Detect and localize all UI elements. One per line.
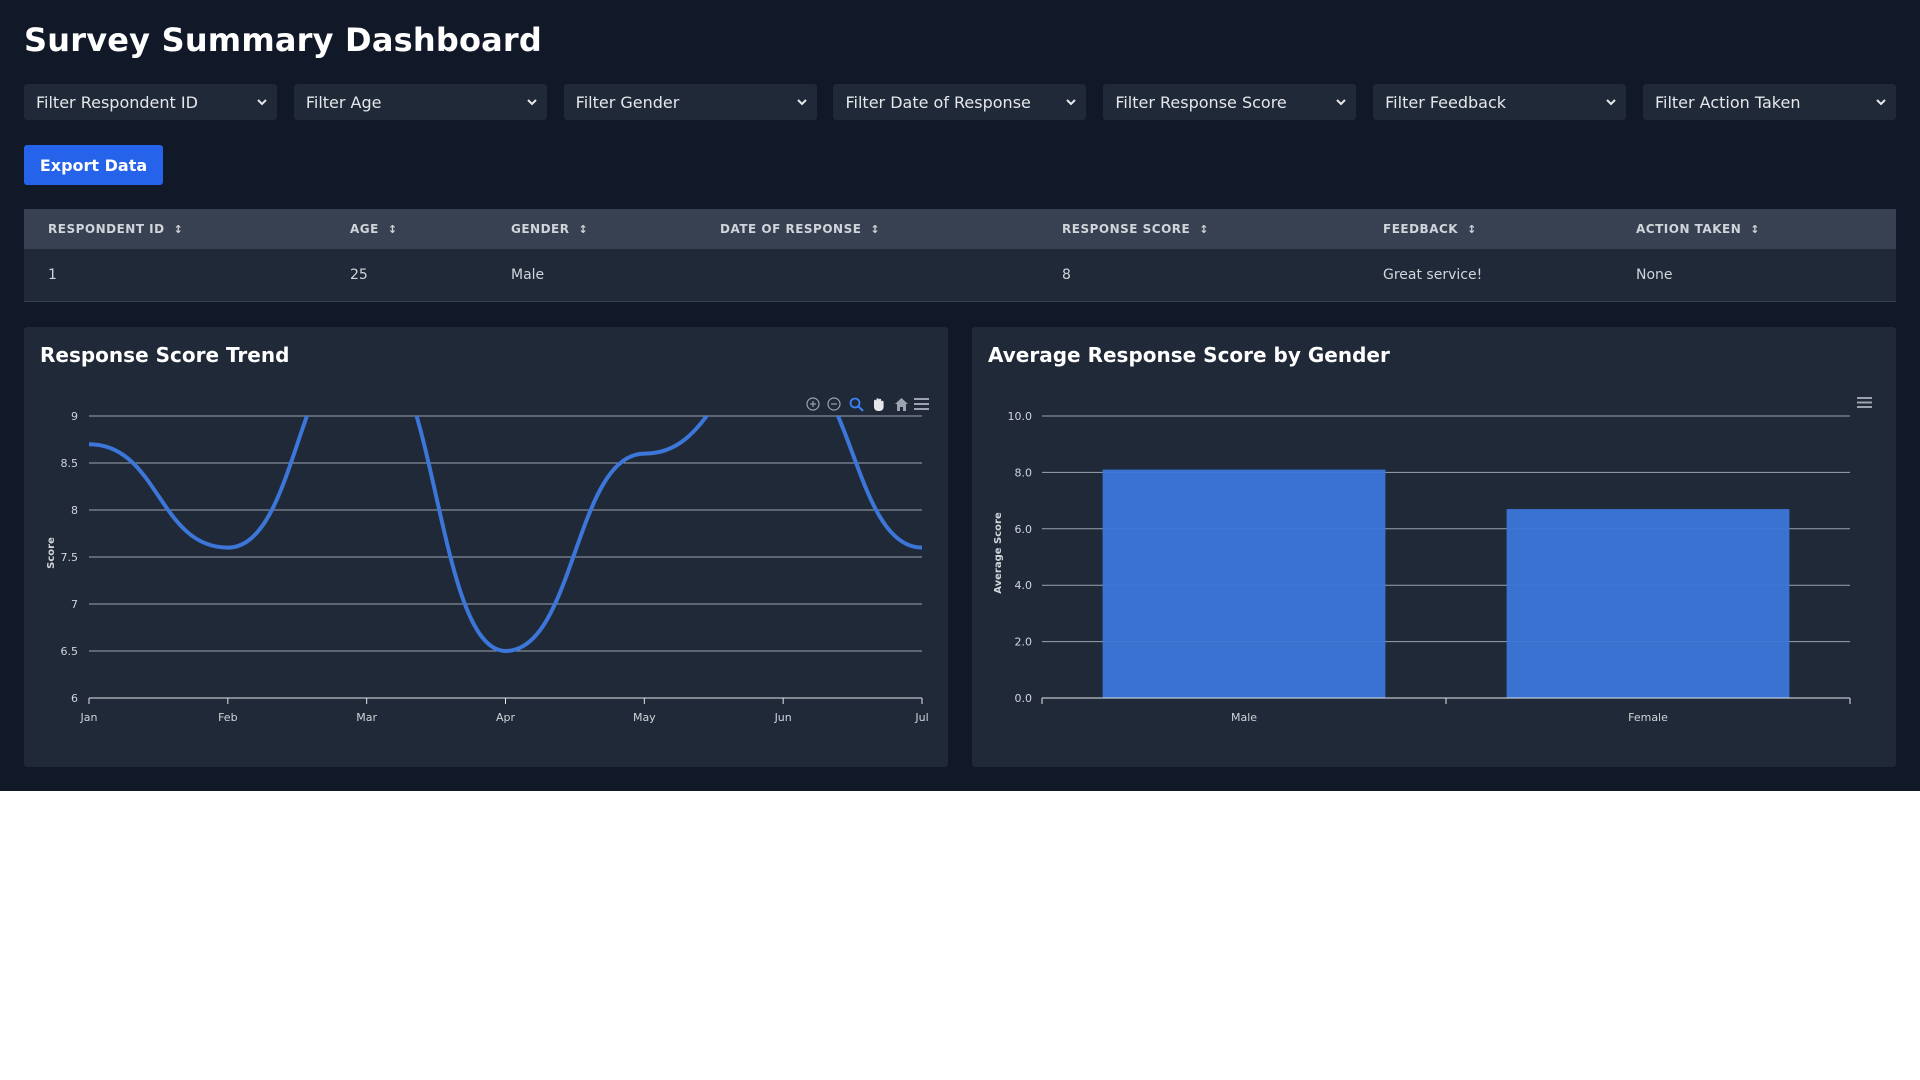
bar-male: [1102, 469, 1386, 698]
cell-feedback: Great service!: [1383, 267, 1483, 283]
chevron-down-icon: [1876, 99, 1886, 106]
cell-age: 25: [350, 267, 368, 283]
y-tick-label: 8.0: [1015, 466, 1033, 479]
column-label: FEEDBACK: [1383, 222, 1459, 236]
page-title: Survey Summary Dashboard: [24, 21, 543, 59]
y-tick-label: 2.0: [1015, 636, 1033, 649]
sort-icon: ↕: [1750, 222, 1760, 236]
filter-label: Filter Age: [305, 92, 382, 112]
cell-gender: Male: [511, 267, 545, 283]
sort-icon: ↕: [1467, 222, 1477, 236]
y-tick-label: 6.5: [61, 645, 79, 658]
sort-icon: ↕: [1199, 222, 1209, 236]
column-label: GENDER: [511, 222, 570, 236]
chevron-down-icon: [1336, 99, 1347, 106]
chart-title: Average Response Score by Gender: [988, 343, 1390, 367]
column-header-feedback[interactable]: FEEDBACK ↕: [1383, 209, 1477, 249]
x-tick-label: Female: [1628, 711, 1668, 724]
y-tick-label: 6.0: [1015, 523, 1033, 536]
x-tick-label: Jun: [774, 711, 792, 724]
y-axis-title: Score: [46, 537, 57, 569]
column-header-date-of-response[interactable]: DATE OF RESPONSE ↕: [720, 209, 880, 249]
y-tick-label: 9: [71, 410, 78, 423]
table-row[interactable]: 1 25 Male 8 Great service! None: [24, 249, 1896, 302]
x-tick-label: May: [633, 711, 656, 724]
filter-gender[interactable]: Filter Gender: [563, 84, 817, 120]
zoom-out-icon[interactable]: [827, 397, 841, 411]
chevron-down-icon: [257, 99, 267, 106]
menu-icon[interactable]: [1857, 397, 1872, 408]
cell-action-taken: None: [1636, 267, 1673, 283]
avg-score-by-gender-card: Average Response Score by Gender 0.0 2.0 4…: [972, 327, 1896, 767]
column-header-age[interactable]: AGE ↕: [350, 209, 398, 249]
survey-table: RESPONDENT ID ↕ AGE ↕ GENDER ↕ DATE OF RESP…: [24, 209, 1896, 302]
y-axis-title: Average Score: [993, 512, 1004, 594]
x-tick-label: Jul: [914, 711, 928, 724]
filter-age[interactable]: Filter Age: [293, 84, 547, 120]
filter-label: Filter Feedback: [1385, 92, 1507, 112]
y-tick-label: 7.5: [61, 551, 79, 564]
column-label: RESPONSE SCORE: [1062, 222, 1191, 236]
column-label: DATE OF RESPONSE: [720, 222, 862, 236]
column-header-action-taken[interactable]: ACTION TAKEN ↕: [1636, 209, 1760, 249]
filter-date-of-response[interactable]: Filter Date of Response: [833, 84, 1087, 120]
y-tick-label: 0.0: [1015, 692, 1033, 705]
column-header-gender[interactable]: GENDER ↕: [511, 209, 588, 249]
filter-response-score[interactable]: Filter Response Score: [1103, 84, 1357, 120]
dashboard: Survey Summary Dashboard Filter Responde…: [0, 0, 1920, 791]
chevron-down-icon: [1606, 99, 1616, 106]
filter-label: Filter Respondent ID: [36, 92, 198, 112]
y-tick-label: 7: [71, 598, 78, 611]
y-tick-label: 8.5: [61, 457, 79, 470]
x-tick-label: Jan: [80, 711, 98, 724]
column-header-respondent-id[interactable]: RESPONDENT ID ↕: [48, 209, 183, 249]
y-tick-label: 10.0: [1008, 410, 1033, 423]
line-chart: 6 6.5 7 7.5 8 8.5 9 Jan Feb Mar Apr May Jun Jul Scor…: [46, 397, 929, 724]
x-tick-label: Apr: [496, 711, 516, 724]
cell-response-score: 8: [1062, 267, 1071, 283]
column-label: RESPONDENT ID: [48, 222, 165, 236]
x-tick-label: Feb: [218, 711, 237, 724]
x-tick-label: Mar: [356, 711, 377, 724]
chart-toolbar-icons: [806, 397, 929, 412]
cell-respondent-id: 1: [48, 267, 57, 283]
zoom-in-icon[interactable]: [806, 397, 820, 411]
filter-label: Filter Date of Response: [845, 92, 1031, 112]
series-line: [89, 416, 923, 654]
chevron-down-icon: [1066, 99, 1077, 106]
y-tick-label: 8: [71, 504, 78, 517]
sort-icon: ↕: [173, 222, 184, 236]
filter-action-taken[interactable]: Filter Action Taken: [1642, 84, 1896, 120]
chart-title: Response Score Trend: [40, 343, 290, 367]
zoom-selection-icon[interactable]: [849, 397, 864, 412]
response-score-trend-card: Response Score Trend 6 6.5 7 7.5 8 8.5 9 Jan Fe…: [24, 327, 948, 767]
sort-icon: ↕: [387, 222, 398, 236]
filter-label: Filter Gender: [575, 92, 680, 112]
sort-icon: ↕: [870, 222, 881, 236]
filter-bar: Filter Respondent ID Filter Age Filter G…: [24, 84, 1896, 120]
export-data-button[interactable]: Export Data: [24, 145, 163, 185]
menu-icon[interactable]: [914, 398, 929, 410]
filter-feedback[interactable]: Filter Feedback: [1373, 84, 1627, 120]
column-label: ACTION TAKEN: [1636, 222, 1742, 236]
chevron-down-icon: [527, 99, 537, 106]
y-tick-label: 6: [71, 692, 78, 705]
filter-label: Filter Response Score: [1115, 92, 1287, 112]
y-tick-label: 4.0: [1015, 579, 1033, 592]
bar-female: [1506, 509, 1790, 698]
pan-icon[interactable]: [874, 398, 884, 411]
filter-respondent-id[interactable]: Filter Respondent ID: [24, 84, 277, 120]
column-header-response-score[interactable]: RESPONSE SCORE ↕: [1062, 209, 1209, 249]
x-tick-label: Male: [1231, 711, 1257, 724]
bar-chart: 0.0 2.0 4.0 6.0 8.0 10.0 Male Female Average S…: [993, 397, 1872, 724]
filter-label: Filter Action Taken: [1654, 92, 1801, 112]
chevron-down-icon: [796, 99, 807, 106]
reset-home-icon[interactable]: [895, 398, 908, 411]
table-header: RESPONDENT ID ↕ AGE ↕ GENDER ↕ DATE OF RESP…: [24, 209, 1896, 249]
sort-icon: ↕: [578, 222, 589, 236]
column-label: AGE: [350, 222, 379, 236]
